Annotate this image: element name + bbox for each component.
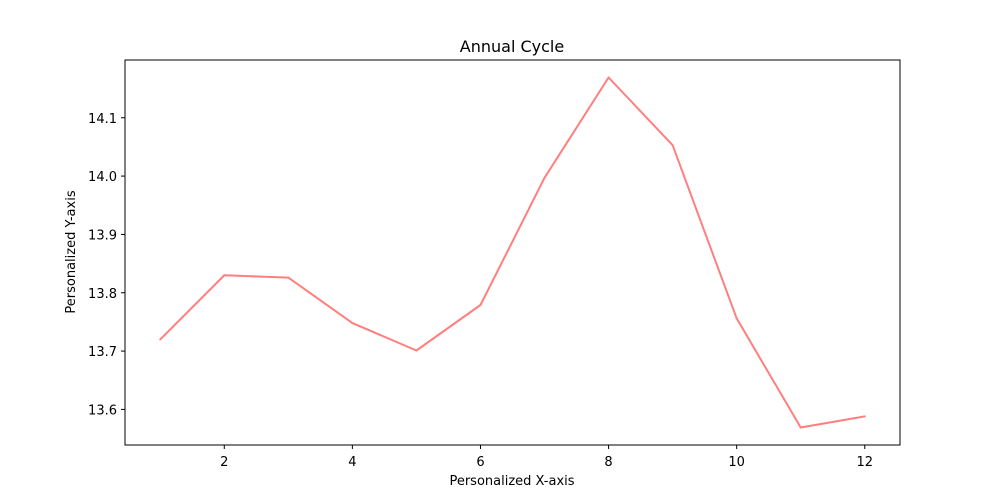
data-point — [351, 322, 354, 325]
data-point — [223, 274, 226, 277]
y-tick-label: 13.8 — [88, 287, 117, 302]
y-tick-label: 13.9 — [88, 228, 117, 243]
x-axis-label: Personalized X-axis — [449, 474, 574, 489]
data-point — [735, 317, 738, 320]
data-point — [799, 426, 802, 429]
x-tick-label: 12 — [856, 455, 873, 470]
x-tick-label: 10 — [728, 455, 745, 470]
plot-area — [159, 76, 866, 429]
data-point — [543, 176, 546, 179]
x-tick-label: 8 — [604, 455, 612, 470]
chart-title: Annual Cycle — [460, 37, 564, 56]
x-tick-label: 2 — [220, 455, 228, 470]
y-axis-label: Personalized Y-axis — [64, 190, 79, 313]
series-line-0 — [159, 76, 865, 429]
data-point — [287, 276, 290, 279]
plot-frame — [124, 59, 901, 446]
x-tick-label: 4 — [348, 455, 356, 470]
data-point — [863, 415, 866, 418]
data-point — [671, 144, 674, 147]
y-axis-ticks: 13.6 13.7 13.8 13.9 14.0 14.1 — [88, 112, 125, 418]
x-tick-label: 6 — [476, 455, 484, 470]
data-point — [159, 338, 162, 341]
data-point — [415, 349, 418, 352]
y-tick-label: 13.7 — [88, 345, 117, 360]
y-tick-label: 14.1 — [88, 112, 117, 127]
x-axis-ticks: 2 4 6 8 10 12 — [220, 445, 873, 470]
y-tick-label: 14.0 — [88, 170, 117, 185]
data-point — [607, 76, 610, 79]
data-point — [479, 304, 482, 306]
y-tick-label: 13.6 — [88, 403, 117, 418]
